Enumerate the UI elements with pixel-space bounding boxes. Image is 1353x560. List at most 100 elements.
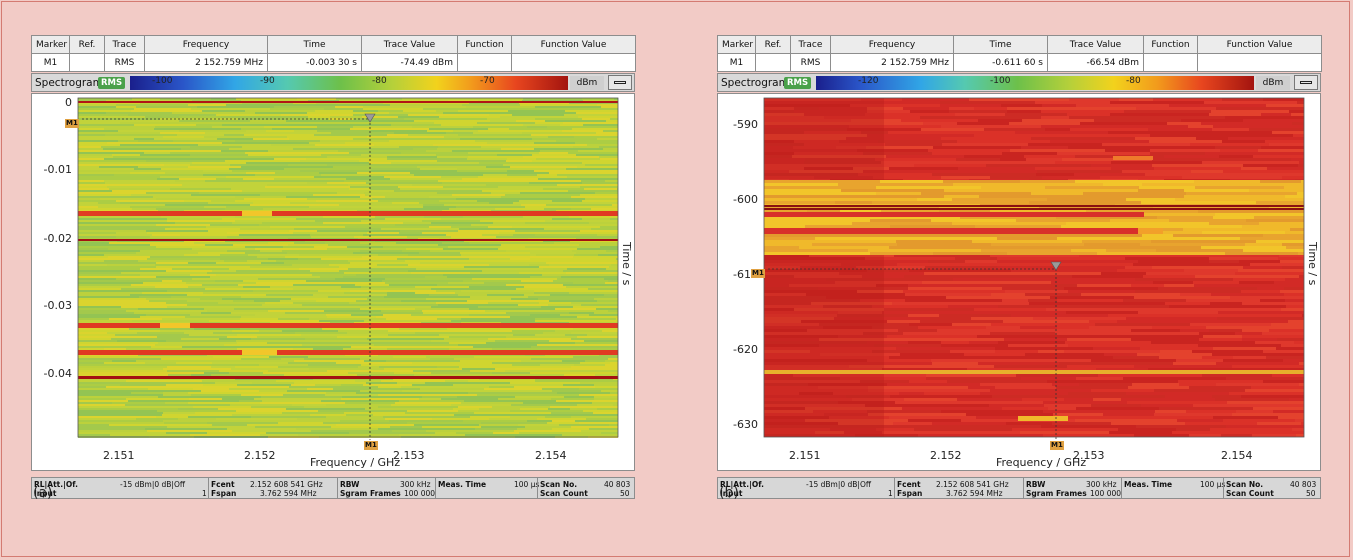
spectrogram-cell [306, 224, 395, 226]
spectrogram-cell [1062, 158, 1152, 161]
spectrogram-cell [941, 341, 969, 344]
spectrogram-cell [585, 198, 618, 200]
spectrogram-cell [582, 182, 618, 184]
spectrogram-cell [347, 332, 415, 334]
spectrogram-cell [298, 162, 369, 164]
spectrogram-cell [234, 308, 284, 310]
spectrogram-cell [920, 116, 1010, 119]
spectrogram-cell [300, 160, 359, 162]
spectrogram-cell [566, 168, 618, 170]
spectrogram-cell [932, 362, 978, 365]
spectrogram-cell [534, 170, 615, 172]
spectrogram-cell [815, 431, 844, 434]
spectrogram-cell [1227, 401, 1304, 404]
spectrogram-band-cell [944, 189, 1030, 192]
spectrogram-cell [328, 244, 370, 246]
spectrogram-cell [293, 302, 349, 304]
spectrogram-cell [1153, 116, 1225, 119]
marker-m1-x-tag[interactable]: M1 [364, 441, 378, 450]
spectrogram-cell [530, 276, 561, 278]
spectrogram-cell [846, 137, 941, 140]
spectrogram-cell [407, 422, 481, 424]
minimize-button[interactable] [608, 75, 632, 90]
spectrogram-cell [468, 152, 539, 154]
spectrogram-cell [973, 302, 1029, 305]
spectrogram-cell [1202, 356, 1233, 359]
spectrogram-cell [218, 408, 286, 410]
spectrogram-cell [1204, 101, 1297, 104]
spectrogram-cell [608, 358, 618, 360]
y-tick-label: -590 [733, 118, 758, 131]
spectrogram-cell [764, 392, 799, 395]
spectrogram-cell [1252, 434, 1296, 437]
spectrogram-cell [549, 172, 618, 174]
spectrogram-cell [222, 124, 268, 126]
spectrogram-cell [167, 306, 255, 308]
marker-m1-y-tag[interactable]: M1 [751, 269, 765, 278]
marker-m1-x-tag[interactable]: M1 [1050, 441, 1064, 450]
spectrogram-cell [415, 292, 455, 294]
marker-m1-y-tag[interactable]: M1 [65, 119, 79, 128]
spectrogram-cell [437, 284, 466, 286]
table-row[interactable]: M1 RMS 2 152.759 MHz -0.611 60 s -66.54 … [717, 53, 1322, 72]
spectrogram-cell [493, 432, 519, 434]
spectrogram-cell [818, 386, 868, 389]
spectrogram-cell [608, 310, 618, 312]
spectrogram-cell [378, 406, 458, 408]
spectrogram-cell [296, 428, 378, 430]
minimize-button[interactable] [1294, 75, 1318, 90]
spectrogram-cell [439, 116, 500, 118]
spectrogram-cell [324, 108, 363, 110]
spectrogram-cell [381, 310, 422, 312]
spectrogram-cell [1109, 431, 1142, 434]
spectrogram-cell [257, 256, 285, 258]
spectrogram-cell [232, 170, 300, 172]
spectrogram-cell [1151, 341, 1255, 344]
spectrogram-cell [321, 400, 399, 402]
spectrogram-cell [857, 149, 928, 152]
spectrogram-cell [310, 342, 378, 344]
spectrogram-cell [949, 107, 974, 110]
spectrogram-cell [478, 306, 541, 308]
spectrogram-cell [764, 329, 807, 332]
table-row[interactable]: M1 RMS 2 152.759 MHz -0.003 30 s -74.49 … [31, 53, 636, 72]
spectrogram-cell [794, 107, 819, 110]
spectrogram-cell [568, 152, 618, 154]
spectrogram-cell [965, 260, 997, 263]
spectrogram-cell [78, 302, 108, 304]
spectrogram-cell [268, 124, 340, 126]
spectrogram-cell [764, 413, 824, 416]
spectrogram-b-svg[interactable] [718, 94, 1320, 470]
spectrogram-cell [306, 312, 341, 314]
spectrogram-cell [1080, 122, 1108, 125]
spectrogram-cell [327, 156, 387, 158]
spectrogram-cell [932, 152, 1002, 155]
spectrogram-cell [336, 362, 412, 364]
spectrogram-band-cell [896, 240, 972, 243]
spectrogram-cell [355, 406, 378, 408]
spectrogram-cell [574, 368, 618, 370]
spectrogram-a-svg[interactable] [32, 94, 634, 470]
spectrogram-cell [226, 176, 314, 178]
spectrogram-cell [995, 350, 1038, 353]
spectrogram-band-cell [917, 198, 952, 201]
spectrogram-cell [447, 276, 530, 278]
footer-scanno-value: 40 803 [1290, 480, 1317, 489]
spectrogram-cell [506, 250, 572, 252]
spectrogram-cell [399, 400, 464, 402]
spectrogram-band-cell [874, 195, 944, 198]
spectrogram-cell [378, 386, 401, 388]
spectrogram-cell [170, 152, 245, 154]
spectrogram-cell [423, 206, 456, 208]
spectrogram-cell [441, 398, 498, 400]
spectrogram-cell [1193, 281, 1239, 284]
spectrogram-cell [132, 98, 160, 100]
spectrogram-cell [1159, 356, 1202, 359]
spectrogram-cell [363, 106, 445, 108]
spectrogram-cell [190, 146, 242, 148]
spectrogram-cell [838, 422, 893, 425]
spectrogram-cell [1110, 113, 1209, 116]
spectrogram-cell [1085, 329, 1131, 332]
spectrogram-band-cell [1082, 240, 1151, 243]
spectrogram-cell [1000, 284, 1077, 287]
